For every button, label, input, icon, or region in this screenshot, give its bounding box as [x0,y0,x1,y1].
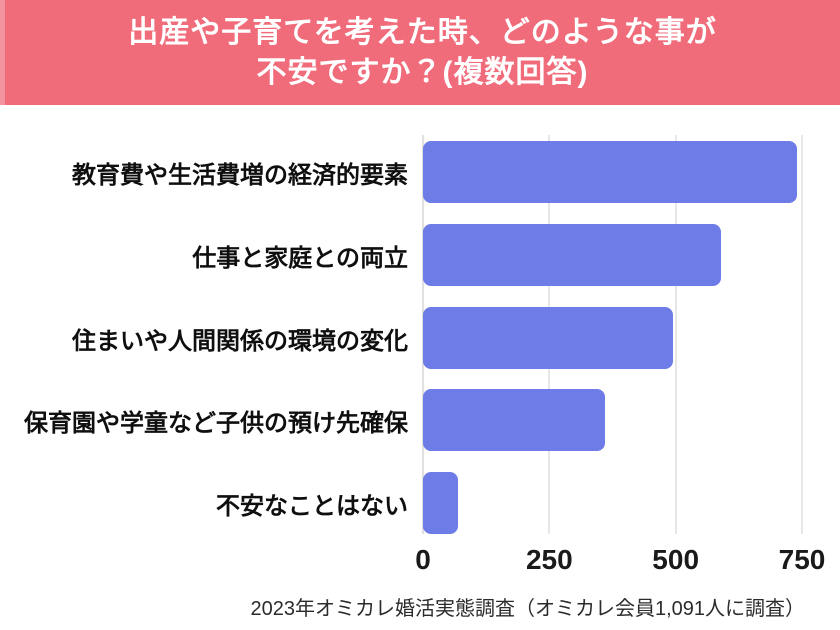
source-caption: 2023年オミカレ婚活実態調査（オミカレ会員1,091人に調査） [250,598,805,620]
bar-childcare [423,389,605,451]
bar-no-anxiety [423,472,459,534]
bar-economic [423,141,797,203]
category-labels: 教育費や生活費増の経済的要素 仕事と家庭との両立 住まいや人間関係の環境の変化 … [0,135,408,534]
category-label-work-family: 仕事と家庭との両立 [192,244,408,272]
bar-environment [423,307,674,369]
category-label-environment: 住まいや人間関係の環境の変化 [72,327,408,355]
category-label-economic: 教育費や生活費増の経済的要素 [72,161,408,189]
category-label-no-anxiety: 不安なことはない [216,492,408,520]
bar-row [423,141,802,203]
x-tick-500: 500 [652,544,700,575]
category-label-childcare: 保育園や学童など子供の預け先確保 [24,409,408,437]
gridline-500 [675,135,677,534]
bar-row [423,307,802,369]
gridline-750 [801,135,803,534]
title-banner: 出産や子育てを考えた時、どのような事が 不安ですか？(複数回答) [0,0,840,105]
chart-title-line1: 出産や子育てを考えた時、どのような事が [128,15,717,49]
plot-area [422,135,803,534]
chart-title-line2: 不安ですか？(複数回答) [256,55,589,89]
x-axis-ticks: 0 250 500 750 [415,544,825,578]
bar-work-family [423,224,722,286]
x-tick-250: 250 [525,544,573,575]
bar-row [423,389,802,451]
bar-row [423,224,802,286]
x-tick-0: 0 [415,544,431,575]
bar-row [423,472,802,534]
x-tick-750: 750 [778,544,826,575]
